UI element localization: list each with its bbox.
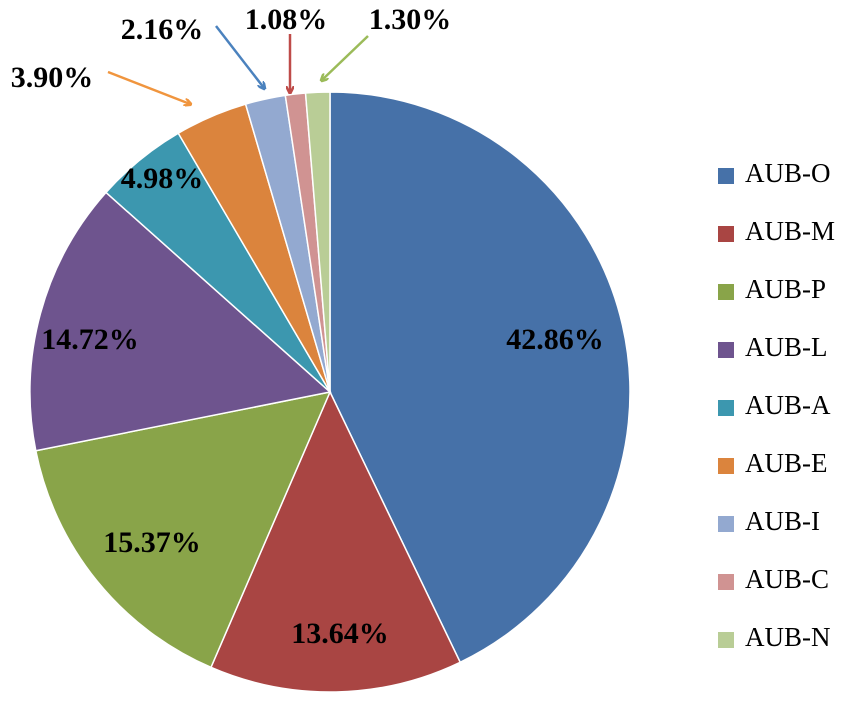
legend-label-aub-l: AUB-L: [745, 332, 828, 362]
legend-label-aub-i: AUB-I: [745, 506, 820, 536]
slice-aub-o: [329, 91, 631, 664]
legend-swatch-aub-e: [718, 458, 734, 474]
legend-swatch-aub-m: [718, 226, 734, 242]
data-labels: 42.86% 13.64% 15.37% 14.72% 4.98% 3.90% 2.16% 1…: [11, 3, 604, 650]
data-label-aub-i: 2.16%: [121, 13, 204, 46]
slice-aub-p: [34, 390, 332, 669]
legend: AUB-O AUB-M AUB-P AUB-L AUB-A AUB-E AUB-I AUB-C…: [718, 158, 835, 652]
data-label-aub-l: 14.72%: [41, 323, 139, 356]
data-label-aub-n: 1.30%: [369, 3, 452, 36]
data-label-aub-o: 42.86%: [506, 323, 604, 356]
legend-swatch-aub-n: [718, 632, 734, 648]
legend-label-aub-p: AUB-P: [745, 274, 826, 304]
legend-swatch-aub-i: [718, 516, 734, 532]
legend-swatch-aub-c: [718, 574, 734, 590]
legend-label-aub-e: AUB-E: [745, 448, 828, 478]
slice-aub-l: [29, 191, 332, 452]
legend-swatch-aub-a: [718, 400, 734, 416]
legend-swatch-aub-p: [718, 284, 734, 300]
data-label-aub-p: 15.37%: [103, 526, 201, 559]
leader-arrow-aub-i: [215, 25, 264, 88]
legend-label-aub-c: AUB-C: [745, 564, 829, 594]
leader-arrow-aub-e: [107, 70, 190, 104]
pie-slices: [29, 91, 631, 693]
data-label-aub-m: 13.64%: [291, 617, 389, 650]
legend-label-aub-n: AUB-N: [745, 622, 831, 652]
data-label-aub-e: 3.90%: [11, 61, 94, 94]
leader-arrow-aub-n: [322, 35, 369, 80]
legend-label-aub-m: AUB-M: [745, 216, 835, 246]
data-label-aub-c: 1.08%: [245, 3, 328, 36]
slice-aub-m: [209, 390, 462, 693]
data-label-aub-a: 4.98%: [121, 162, 204, 195]
legend-swatch-aub-l: [718, 342, 734, 358]
legend-label-aub-a: AUB-A: [745, 390, 831, 420]
legend-label-aub-o: AUB-O: [745, 158, 831, 188]
legend-swatch-aub-o: [718, 168, 734, 184]
slice-aub-n: [304, 91, 331, 393]
